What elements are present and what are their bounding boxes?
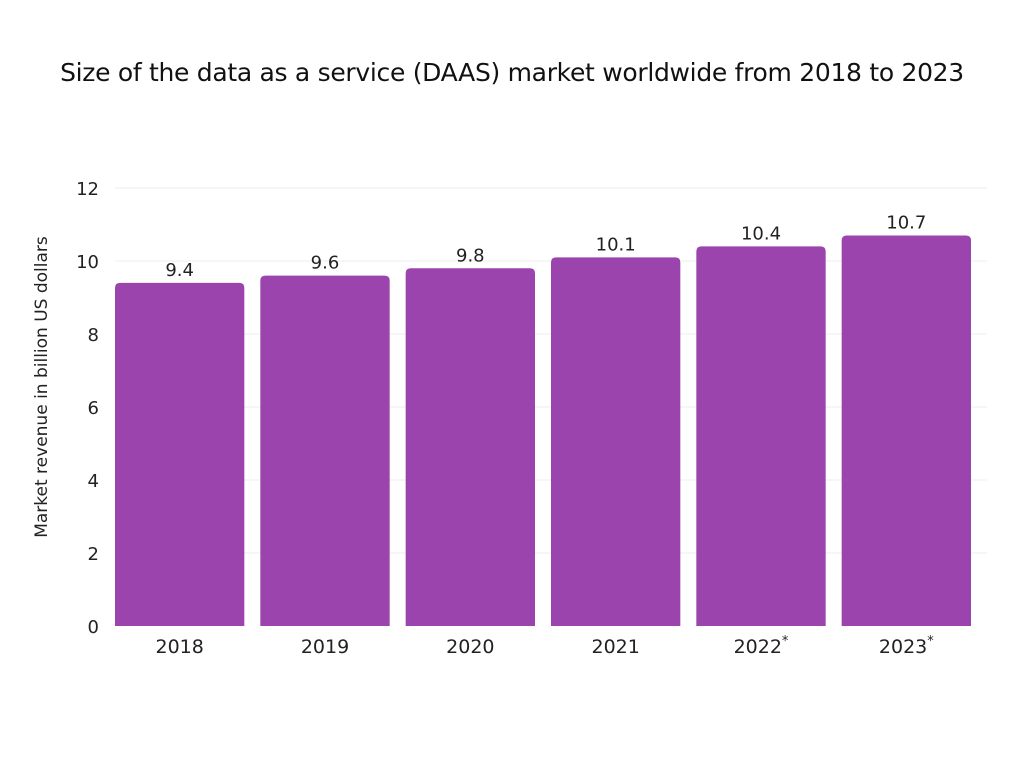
x-axis-categories: 2018 2019 2020 2021 2022* 2023* — [155, 634, 934, 658]
category-label-2018: 2018 — [155, 636, 203, 658]
category-label-2021: 2021 — [591, 636, 639, 658]
category-label-2023: 2023* — [879, 634, 934, 658]
y-tick-label: 2 — [88, 544, 99, 565]
category-label-2020: 2020 — [446, 636, 494, 658]
y-axis-ticks: 0 2 4 6 8 10 12 — [76, 179, 99, 638]
bar-2023 — [841, 235, 971, 626]
value-label-2022: 10.4 — [741, 223, 781, 244]
bar-2022 — [696, 246, 826, 626]
y-tick-label: 4 — [88, 471, 99, 492]
y-tick-label: 10 — [76, 252, 99, 273]
category-label-2019: 2019 — [301, 636, 349, 658]
category-footnote-mark: * — [927, 634, 934, 649]
value-label-2023: 10.7 — [886, 212, 926, 233]
y-tick-label: 0 — [88, 617, 99, 638]
value-label-2020: 9.8 — [456, 245, 485, 266]
y-tick-label: 8 — [88, 325, 99, 346]
bar-2018 — [115, 282, 245, 626]
value-label-2018: 9.4 — [165, 260, 194, 281]
bar-2021 — [551, 257, 681, 626]
value-label-2019: 9.6 — [311, 253, 340, 274]
bars — [115, 235, 971, 626]
category-label-2022: 2022* — [734, 634, 789, 658]
bar-2020 — [405, 268, 535, 626]
y-tick-label: 6 — [88, 398, 99, 419]
category-footnote-mark: * — [782, 634, 789, 649]
chart-title: Size of the data as a service (DAAS) mar… — [60, 58, 964, 87]
y-axis-label: Market revenue in billion US dollars — [32, 236, 52, 538]
value-label-2021: 10.1 — [596, 234, 636, 255]
value-labels: 9.4 9.6 9.8 10.1 10.4 10.7 — [165, 212, 926, 280]
y-tick-label: 12 — [76, 179, 99, 200]
bar-2019 — [260, 275, 390, 626]
